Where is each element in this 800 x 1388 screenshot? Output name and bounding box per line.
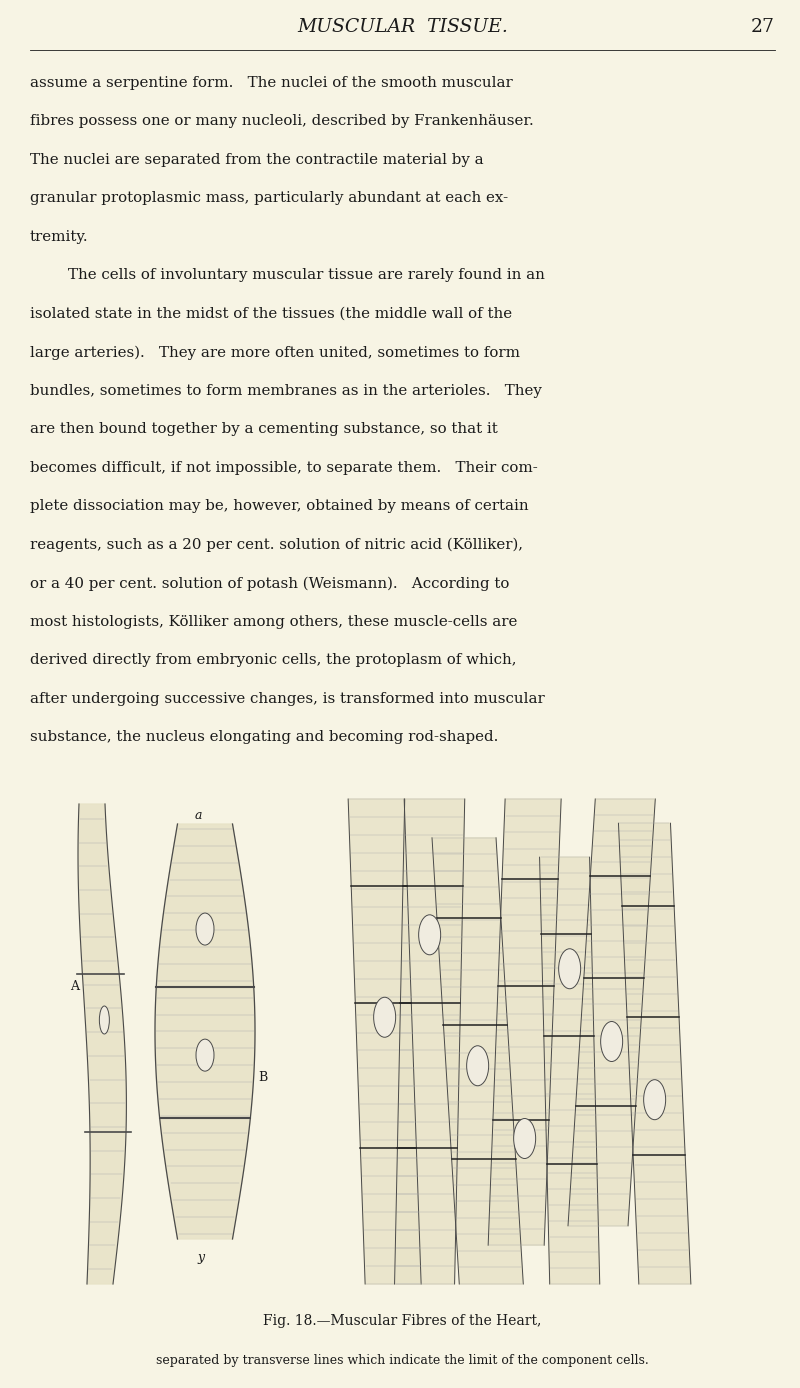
Text: reagents, such as a 20 per cent. solution of nitric acid (Kölliker),: reagents, such as a 20 per cent. solutio… <box>30 539 523 552</box>
Text: becomes difficult, if not impossible, to separate them.   Their com-: becomes difficult, if not impossible, to… <box>30 461 538 475</box>
Text: fibres possess one or many nucleoli, described by Frankenhäuser.: fibres possess one or many nucleoli, des… <box>30 114 534 129</box>
Ellipse shape <box>466 1045 489 1085</box>
Text: bundles, sometimes to form membranes as in the arterioles.   They: bundles, sometimes to form membranes as … <box>30 384 542 398</box>
Ellipse shape <box>558 949 581 988</box>
Text: or a 40 per cent. solution of potash (Weismann).   According to: or a 40 per cent. solution of potash (We… <box>30 576 510 591</box>
Text: Fig. 18.—Muscular Fibres of the Heart,: Fig. 18.—Muscular Fibres of the Heart, <box>263 1314 542 1328</box>
Text: separated by transverse lines which indicate the limit of the component cells.: separated by transverse lines which indi… <box>156 1355 649 1367</box>
Polygon shape <box>394 799 465 1284</box>
Text: a: a <box>195 809 202 822</box>
Polygon shape <box>539 858 600 1284</box>
Ellipse shape <box>644 1080 666 1120</box>
Text: y: y <box>197 1251 204 1264</box>
Text: B: B <box>258 1072 267 1084</box>
Text: substance, the nucleus elongating and becoming rod-shaped.: substance, the nucleus elongating and be… <box>30 730 498 744</box>
Text: assume a serpentine form.   The nuclei of the smooth muscular: assume a serpentine form. The nuclei of … <box>30 76 513 90</box>
Text: MUSCULAR  TISSUE.: MUSCULAR TISSUE. <box>297 18 508 36</box>
Text: A: A <box>70 980 79 992</box>
Polygon shape <box>618 823 691 1284</box>
Polygon shape <box>432 838 523 1284</box>
Text: 27: 27 <box>751 18 775 36</box>
Ellipse shape <box>374 997 396 1037</box>
Polygon shape <box>488 799 561 1245</box>
Text: derived directly from embryonic cells, the protoplasm of which,: derived directly from embryonic cells, t… <box>30 654 517 668</box>
Ellipse shape <box>601 1022 622 1062</box>
Text: granular protoplasmic mass, particularly abundant at each ex-: granular protoplasmic mass, particularly… <box>30 192 508 205</box>
Text: after undergoing successive changes, is transformed into muscular: after undergoing successive changes, is … <box>30 693 545 706</box>
Ellipse shape <box>99 1006 110 1034</box>
Polygon shape <box>348 799 421 1284</box>
Ellipse shape <box>514 1119 536 1159</box>
Polygon shape <box>568 799 655 1226</box>
Text: tremity.: tremity. <box>30 230 89 244</box>
Ellipse shape <box>196 913 214 945</box>
Text: most histologists, Kölliker among others, these muscle-cells are: most histologists, Kölliker among others… <box>30 615 518 629</box>
Text: plete dissociation may be, however, obtained by means of certain: plete dissociation may be, however, obta… <box>30 500 529 514</box>
Text: The nuclei are separated from the contractile material by a: The nuclei are separated from the contra… <box>30 153 484 167</box>
Text: are then bound together by a cementing substance, so that it: are then bound together by a cementing s… <box>30 422 498 436</box>
Polygon shape <box>155 824 255 1239</box>
Text: The cells of involuntary muscular tissue are rarely found in an: The cells of involuntary muscular tissue… <box>68 268 545 283</box>
Ellipse shape <box>196 1040 214 1072</box>
Polygon shape <box>78 804 126 1284</box>
Text: large arteries).   They are more often united, sometimes to form: large arteries). They are more often uni… <box>30 346 520 359</box>
Text: isolated state in the midst of the tissues (the middle wall of the: isolated state in the midst of the tissu… <box>30 307 512 321</box>
Ellipse shape <box>418 915 441 955</box>
